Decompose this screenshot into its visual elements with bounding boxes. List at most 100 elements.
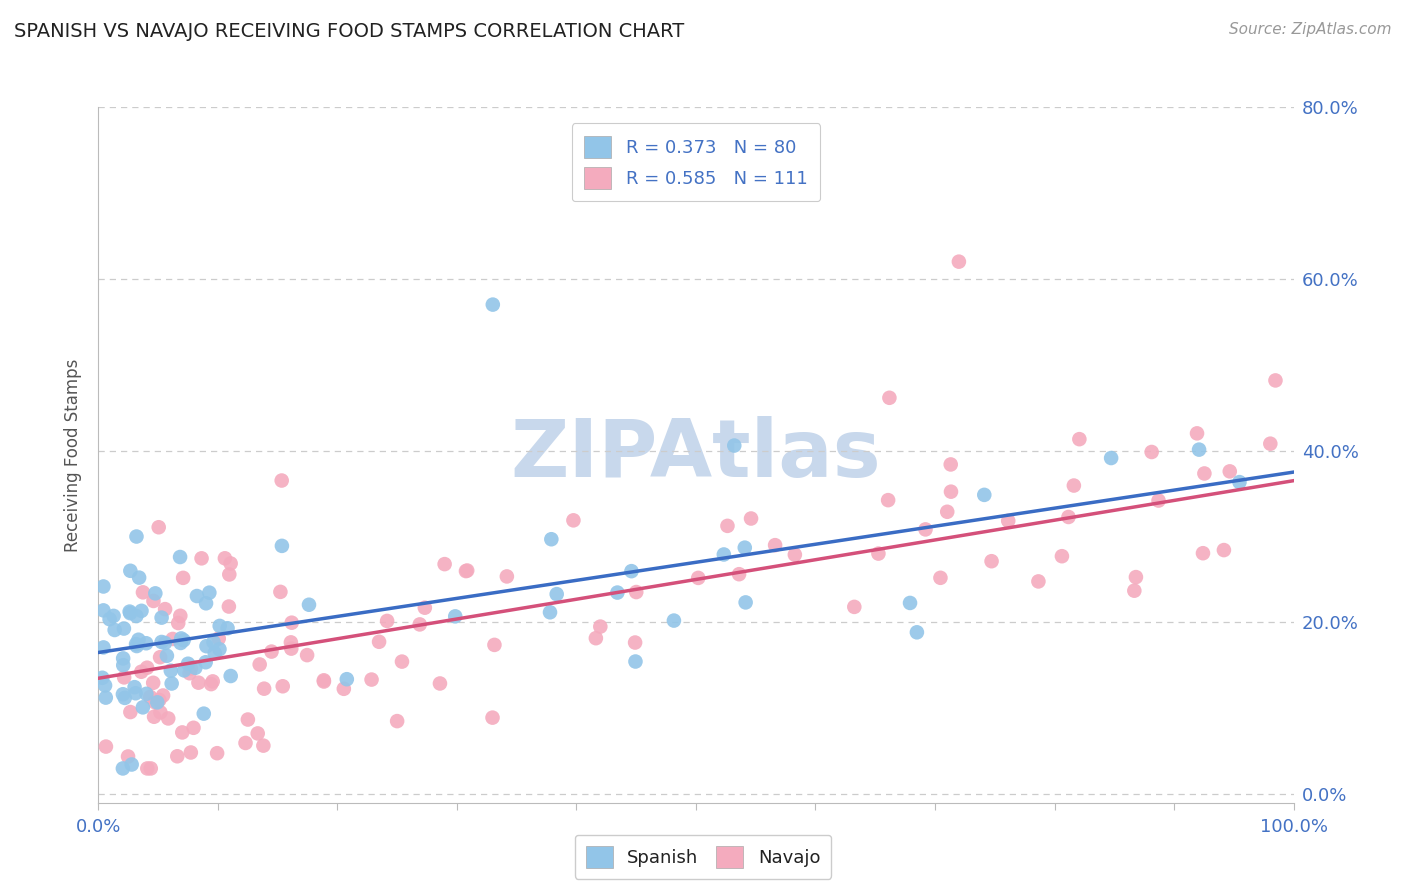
Point — [183, 721, 205, 735]
Point — [662, 614, 685, 628]
Point — [98, 612, 121, 626]
Point — [1212, 543, 1234, 558]
Point — [1192, 546, 1215, 560]
Point — [179, 666, 201, 681]
Point — [295, 648, 318, 662]
Point — [939, 484, 962, 499]
Point — [117, 749, 139, 764]
Point — [193, 706, 215, 721]
Point — [219, 557, 242, 571]
Point — [1125, 570, 1147, 584]
Point — [219, 669, 242, 683]
Point — [260, 644, 283, 658]
Point — [905, 625, 928, 640]
Point — [139, 761, 162, 775]
Point — [688, 571, 710, 585]
Point — [204, 646, 226, 660]
Point — [997, 514, 1019, 528]
Point — [1069, 432, 1091, 446]
Point — [620, 564, 643, 578]
Point — [624, 635, 647, 649]
Point — [148, 520, 170, 534]
Point — [246, 726, 269, 740]
Point — [1028, 574, 1050, 589]
Point — [783, 548, 806, 562]
Point — [195, 596, 218, 610]
Point — [172, 571, 194, 585]
Point — [172, 725, 194, 739]
Point — [538, 605, 561, 619]
Point — [1140, 445, 1163, 459]
Point — [948, 254, 970, 268]
Point — [1063, 478, 1085, 492]
Point — [249, 657, 271, 672]
Point — [93, 640, 115, 655]
Point — [336, 672, 359, 686]
Point — [153, 602, 176, 616]
Point — [914, 523, 936, 537]
Point — [456, 564, 478, 578]
Point — [734, 541, 756, 555]
Point — [132, 585, 155, 599]
Point — [169, 549, 191, 564]
Point — [111, 687, 134, 701]
Point — [173, 633, 195, 648]
Point — [898, 596, 921, 610]
Point — [253, 681, 276, 696]
Point — [166, 749, 188, 764]
Point — [1185, 426, 1208, 441]
Point — [173, 664, 195, 678]
Point — [143, 710, 166, 724]
Point — [606, 585, 628, 599]
Point — [1188, 442, 1211, 457]
Point — [127, 632, 149, 647]
Point — [135, 687, 157, 701]
Point — [1258, 436, 1281, 450]
Point — [433, 557, 456, 571]
Point — [1147, 493, 1170, 508]
Point — [939, 458, 962, 472]
Point — [1194, 467, 1216, 481]
Point — [496, 569, 519, 583]
Point — [589, 619, 612, 633]
Point — [153, 636, 176, 650]
Point — [208, 632, 231, 646]
Point — [481, 297, 505, 311]
Point — [252, 739, 274, 753]
Point — [208, 619, 231, 633]
Point — [481, 711, 503, 725]
Point — [734, 595, 756, 609]
Point — [169, 608, 191, 623]
Point — [723, 438, 745, 452]
Point — [217, 621, 239, 635]
Point — [180, 662, 202, 676]
Point — [728, 567, 751, 582]
Point — [136, 661, 159, 675]
Point — [103, 608, 125, 623]
Point — [120, 705, 142, 719]
Point — [157, 711, 180, 725]
Point — [409, 617, 432, 632]
Point — [146, 695, 169, 709]
Point — [375, 614, 398, 628]
Legend: R = 0.373   N = 80, R = 0.585   N = 111: R = 0.373 N = 80, R = 0.585 N = 111 — [572, 123, 820, 202]
Point — [218, 567, 240, 582]
Point — [136, 761, 159, 775]
Point — [980, 554, 1002, 568]
Point — [368, 634, 391, 648]
Point — [444, 609, 467, 624]
Point — [160, 676, 183, 690]
Point — [877, 493, 900, 508]
Point — [177, 657, 200, 671]
Point — [150, 635, 173, 649]
Point — [1123, 583, 1146, 598]
Point — [121, 757, 143, 772]
Point — [187, 675, 209, 690]
Point — [454, 564, 477, 578]
Point — [91, 671, 114, 685]
Point — [546, 587, 568, 601]
Point — [360, 673, 382, 687]
Point — [312, 674, 335, 689]
Point — [624, 655, 647, 669]
Point — [763, 538, 786, 552]
